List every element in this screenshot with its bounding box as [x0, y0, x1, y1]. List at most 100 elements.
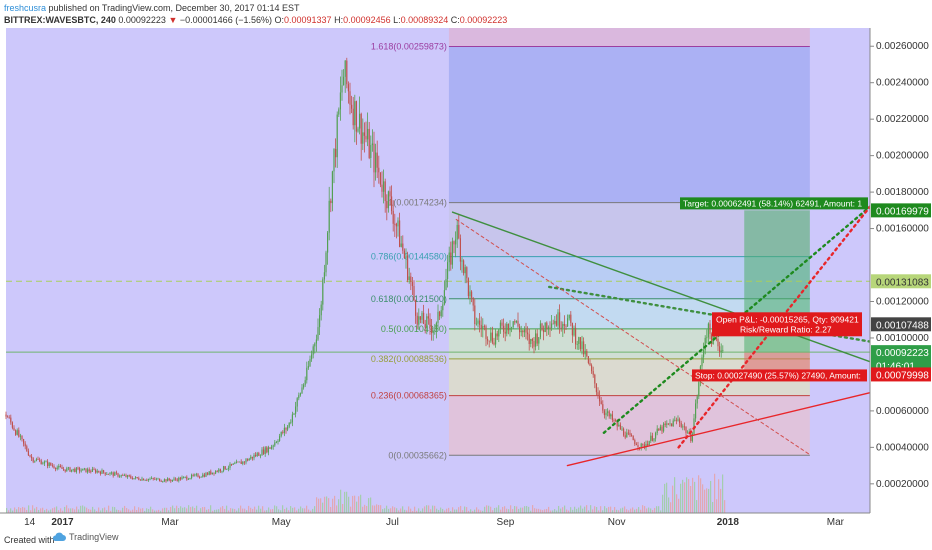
volume-bar	[318, 498, 320, 513]
volume-bar	[598, 510, 600, 513]
volume-bar	[284, 508, 286, 513]
volume-bar	[304, 508, 306, 513]
candle-body	[594, 374, 596, 384]
volume-bar	[154, 510, 156, 513]
volume-bar	[366, 505, 368, 513]
candle-body	[50, 462, 52, 466]
candle-body	[579, 337, 581, 350]
candle-body	[392, 210, 394, 224]
volume-bar	[512, 509, 514, 513]
volume-bar	[622, 507, 624, 513]
candle-body	[597, 392, 599, 396]
candle-body	[581, 341, 583, 350]
candle-body	[530, 339, 532, 344]
candle-body	[701, 357, 703, 367]
volume-bar	[222, 506, 224, 513]
candle-body	[255, 454, 257, 457]
volume-bar	[544, 509, 546, 513]
volume-bar	[500, 509, 502, 513]
volume-bar	[138, 507, 140, 513]
candle-body	[160, 481, 162, 482]
volume-bar	[342, 503, 344, 513]
candle-body	[120, 475, 122, 477]
candle-body	[165, 479, 167, 482]
volume-bar	[408, 506, 410, 513]
author-link[interactable]: freshcusra	[4, 3, 47, 13]
high-label: H:	[334, 15, 344, 25]
volume-bar	[434, 505, 436, 513]
volume-bar	[182, 507, 184, 513]
price-label-box	[871, 367, 931, 382]
volume-bar	[262, 506, 264, 513]
candle-body	[570, 314, 572, 323]
candle-body	[634, 440, 636, 445]
volume-bar	[610, 506, 612, 513]
candle-body	[34, 460, 36, 462]
volume-bar	[200, 508, 202, 513]
price-tick-label: 0.00180000	[876, 187, 929, 198]
volume-bar	[606, 508, 608, 513]
candle-body	[149, 478, 151, 480]
candle-body	[643, 444, 645, 448]
volume-bar	[330, 506, 332, 513]
volume-bar	[340, 489, 342, 513]
volume-bar	[178, 508, 180, 513]
candle-body	[439, 311, 441, 317]
candle-body	[717, 338, 719, 347]
candle-body	[418, 316, 420, 325]
volume-bar	[458, 507, 460, 513]
volume-bar	[116, 509, 118, 513]
volume-bar	[122, 507, 124, 513]
candle-body	[397, 220, 399, 227]
volume-bar	[708, 488, 710, 513]
candle-body	[29, 455, 31, 457]
candle-body	[298, 395, 300, 399]
candle-body	[314, 343, 316, 347]
candle-body	[66, 468, 68, 472]
volume-bar	[380, 505, 382, 513]
price-tick-label: 0.00060000	[876, 406, 929, 417]
candle-body	[315, 339, 317, 344]
candle-body	[531, 339, 533, 341]
volume-bar	[424, 506, 426, 513]
candle-body	[474, 305, 476, 324]
volume-bar	[20, 508, 22, 513]
close-label: C:	[450, 15, 460, 25]
fib-level-label: 0.236(0.00068365)	[371, 391, 447, 401]
candle-body	[362, 132, 364, 144]
candle-body	[517, 320, 519, 327]
candle-body	[429, 318, 431, 327]
volume-bar	[468, 510, 470, 513]
volume-bar	[692, 477, 694, 513]
volume-bar	[716, 499, 718, 513]
volume-bar	[702, 484, 704, 513]
volume-bar	[274, 505, 276, 513]
price-chart[interactable]: 1.618(0.00259873) 1(0.00174234) 0.786(0.00…	[0, 28, 932, 530]
volume-bar	[552, 510, 554, 513]
volume-bar	[110, 510, 112, 513]
candle-body	[519, 326, 521, 333]
tradingview-logo[interactable]: TradingView	[52, 532, 119, 542]
candle-body	[242, 461, 244, 464]
candle-body	[13, 427, 15, 431]
volume-bar	[292, 507, 294, 513]
volume-bar	[436, 508, 438, 513]
candle-body	[501, 322, 503, 326]
high-value: 0.00092456	[343, 15, 391, 25]
volume-bar	[70, 508, 72, 513]
candle-body	[37, 459, 39, 460]
footer: Created with TradingView	[0, 530, 932, 550]
candle-body	[389, 191, 391, 197]
candle-body	[42, 463, 44, 465]
volume-bar	[616, 509, 618, 513]
volume-bar	[378, 504, 380, 513]
volume-bar	[68, 508, 70, 513]
candle-body	[685, 426, 687, 433]
symbol-label: BITTREX:WAVESBTC, 240	[4, 15, 116, 25]
volume-bar	[662, 494, 664, 513]
candle-body	[234, 463, 236, 465]
volume-bar	[136, 510, 138, 513]
volume-bar	[668, 497, 670, 513]
low-value: 0.00089324	[400, 15, 449, 25]
volume-bar	[364, 504, 366, 513]
